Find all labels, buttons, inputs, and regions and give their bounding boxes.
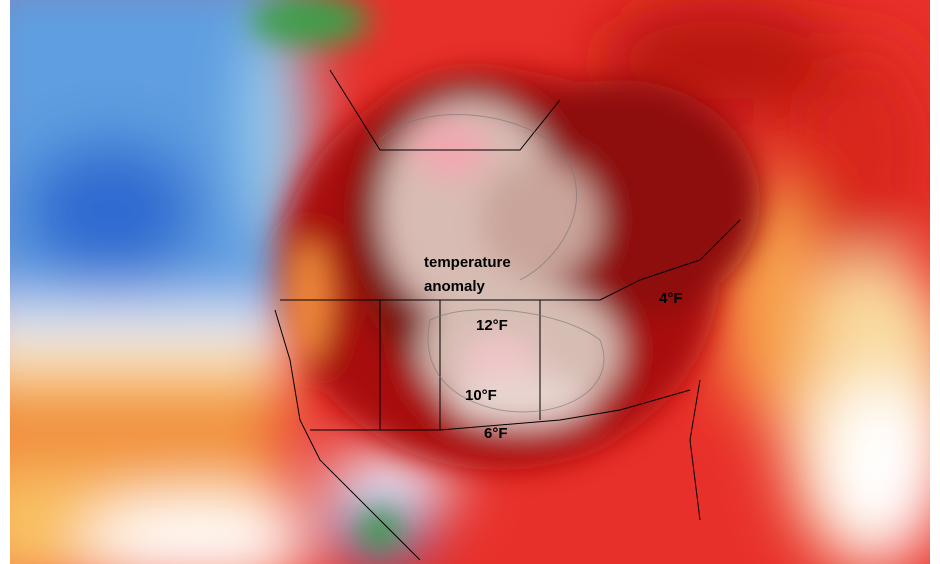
contours	[379, 114, 605, 413]
annotation: 4°F	[659, 290, 683, 307]
annotation: anomaly	[424, 278, 486, 295]
boundaries	[274, 69, 741, 561]
annotation: 6°F	[484, 425, 508, 442]
annotations: temperature anomaly 12°F 10°F 6°F 4°F	[424, 254, 683, 442]
land-pattern	[250, 0, 760, 550]
annotation: 12°F	[476, 317, 508, 334]
annotation: 10°F	[465, 387, 497, 404]
annotation: temperature	[424, 254, 511, 271]
